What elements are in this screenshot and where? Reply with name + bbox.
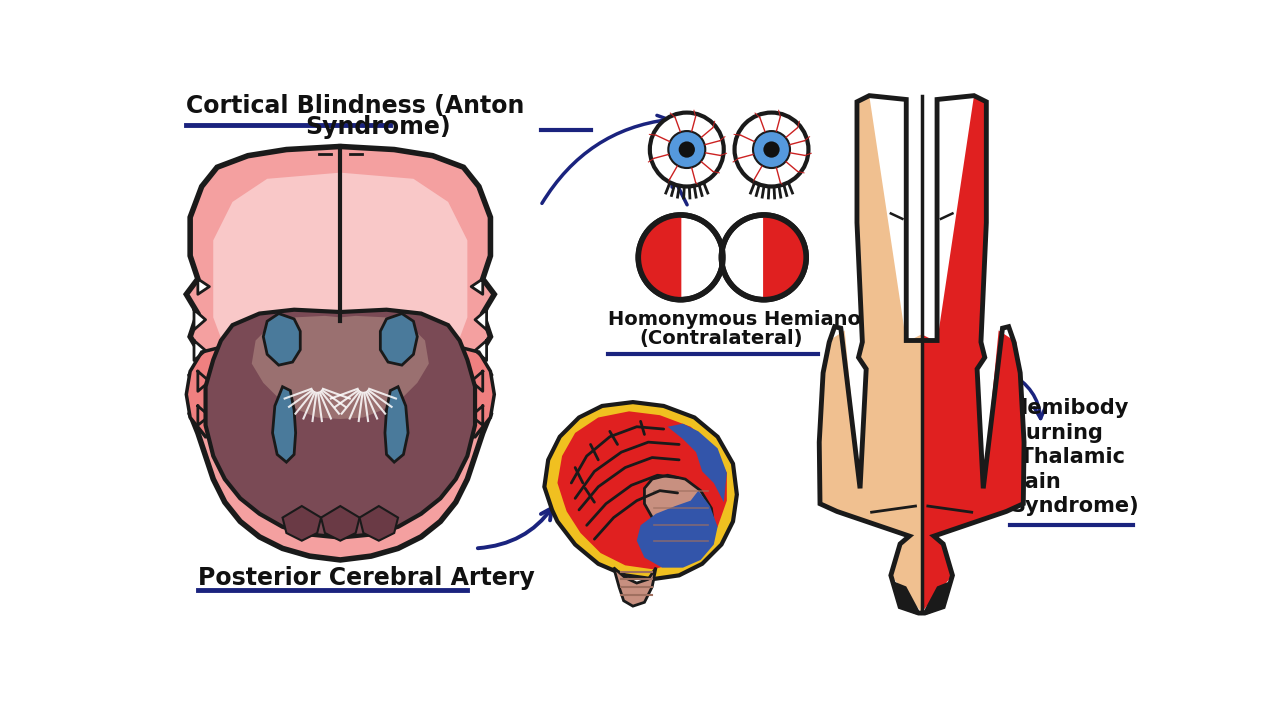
Polygon shape xyxy=(922,96,1024,612)
Text: (Thalamic
Pain
Syndrome): (Thalamic Pain Syndrome) xyxy=(1010,446,1139,516)
Polygon shape xyxy=(636,490,718,567)
Text: Cortical Blindness (Anton: Cortical Blindness (Anton xyxy=(187,94,525,118)
Polygon shape xyxy=(440,348,494,437)
Text: Hemibody
Burning: Hemibody Burning xyxy=(1010,398,1129,443)
Polygon shape xyxy=(195,310,206,330)
Polygon shape xyxy=(198,372,210,391)
Polygon shape xyxy=(187,348,241,437)
Polygon shape xyxy=(206,310,475,538)
Circle shape xyxy=(753,131,790,168)
Polygon shape xyxy=(471,279,483,294)
Polygon shape xyxy=(639,215,681,300)
Polygon shape xyxy=(198,279,210,294)
Circle shape xyxy=(735,112,809,186)
Polygon shape xyxy=(471,406,483,426)
Polygon shape xyxy=(819,96,922,612)
Polygon shape xyxy=(764,215,806,300)
Polygon shape xyxy=(668,423,727,503)
Text: (Contralateral): (Contralateral) xyxy=(639,329,803,348)
Polygon shape xyxy=(385,387,408,462)
Polygon shape xyxy=(452,390,475,414)
Polygon shape xyxy=(283,506,321,541)
Polygon shape xyxy=(206,390,229,414)
Text: Homonymous Hemianopia: Homonymous Hemianopia xyxy=(608,310,895,329)
Circle shape xyxy=(722,215,806,300)
Polygon shape xyxy=(471,372,483,391)
Polygon shape xyxy=(321,506,360,541)
Circle shape xyxy=(678,141,695,158)
Polygon shape xyxy=(613,567,657,606)
Polygon shape xyxy=(360,506,398,541)
Polygon shape xyxy=(214,173,467,377)
Polygon shape xyxy=(644,475,714,556)
Text: Posterior Cerebral Artery: Posterior Cerebral Artery xyxy=(198,567,535,590)
Circle shape xyxy=(639,215,723,300)
Circle shape xyxy=(668,131,705,168)
Polygon shape xyxy=(198,406,210,426)
Polygon shape xyxy=(475,341,486,361)
Polygon shape xyxy=(380,313,417,365)
Polygon shape xyxy=(892,581,951,616)
Polygon shape xyxy=(252,316,429,419)
Polygon shape xyxy=(544,402,737,579)
Circle shape xyxy=(763,141,780,158)
Circle shape xyxy=(650,112,723,186)
Polygon shape xyxy=(195,341,206,361)
Text: Syndrome): Syndrome) xyxy=(306,115,452,139)
Polygon shape xyxy=(273,387,296,462)
Polygon shape xyxy=(558,411,727,570)
Polygon shape xyxy=(475,310,486,330)
Polygon shape xyxy=(264,313,301,365)
Polygon shape xyxy=(187,146,494,560)
